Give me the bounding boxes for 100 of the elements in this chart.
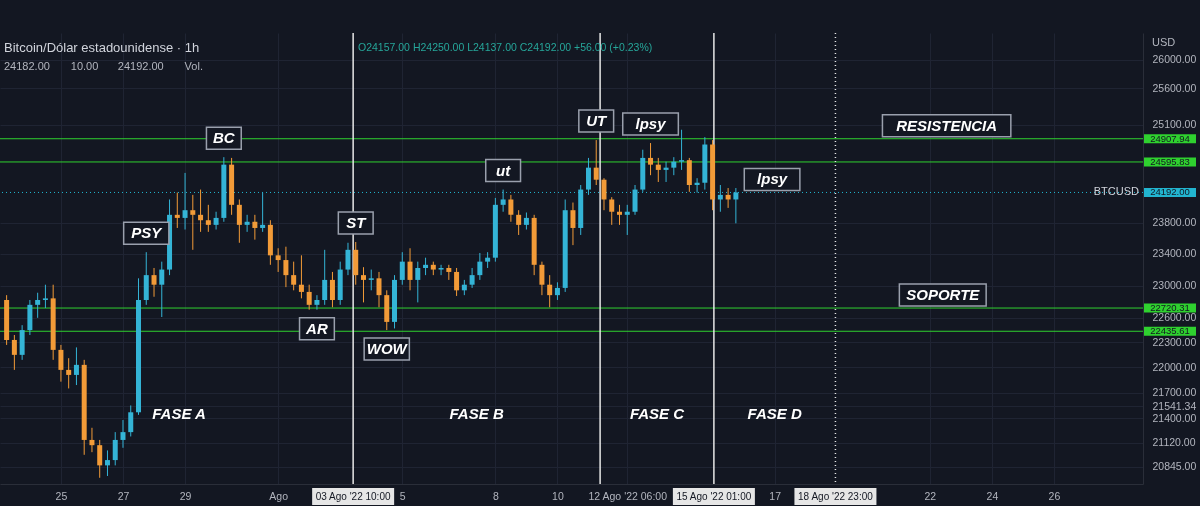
y-tick-label: 23400.00 [1152, 247, 1197, 260]
candlestick [679, 129, 685, 171]
candlestick [368, 269, 374, 291]
x-tick-label: 26 [1048, 489, 1061, 502]
annotation: ut [496, 161, 512, 179]
candlestick [35, 292, 41, 319]
ref-line-label: 22720.31 [1150, 302, 1190, 314]
y-tick-label: 22300.00 [1152, 335, 1197, 348]
candlestick [89, 427, 95, 453]
y-tick-label: 21120.00 [1152, 436, 1196, 449]
annotation: 24182.00 [4, 60, 50, 72]
y-tick-label: 21541.34 [1152, 399, 1197, 412]
annotation: 10.00 [70, 60, 99, 72]
candlestick [291, 261, 297, 291]
candlestick [58, 344, 64, 383]
candlestick [632, 184, 638, 216]
y-tick-label: 25100.00 [1152, 118, 1197, 131]
candlestick [508, 194, 514, 223]
candlestick [198, 189, 204, 233]
candlestick [236, 198, 242, 244]
annotation: UT [586, 112, 609, 130]
candlestick [624, 204, 630, 236]
candlestick [570, 202, 576, 246]
y-tick-label: 23000.00 [1152, 279, 1197, 292]
candlestick [617, 204, 622, 226]
candlestick [151, 267, 157, 298]
y-tick-label: 22000.00 [1152, 360, 1197, 373]
ref-line-label: 24595.83 [1150, 155, 1190, 167]
candlestick [376, 271, 382, 308]
candlestick [73, 346, 79, 386]
candlestick [438, 264, 444, 276]
candlestick [500, 189, 506, 213]
text: Bitcoin/Dólar estadounidense · 1h [4, 40, 200, 55]
candlestick [329, 271, 335, 308]
candlestick [104, 449, 110, 477]
y-tick-label: 25600.00 [1152, 81, 1197, 94]
x-tick-label: 22 [924, 489, 937, 502]
ref-line-label: 18 Ago '22 23:00 [798, 490, 874, 502]
x-tick-label: 25 [55, 489, 68, 502]
candlestick [648, 142, 654, 176]
ref-line-label: 03 Ago '22 10:00 [315, 490, 391, 502]
candlestick [609, 196, 615, 226]
annotation: AR [305, 319, 328, 337]
annotation: Vol. [184, 60, 203, 72]
candlestick [97, 439, 103, 479]
annotation: PSY [131, 224, 164, 242]
x-tick-label: 17 [769, 489, 782, 502]
annotation: FASE C [629, 405, 686, 422]
y-tick-label: 23800.00 [1152, 216, 1197, 229]
candlestick [120, 419, 126, 449]
annotation: BTCUSD [1093, 185, 1140, 198]
candlestick [190, 194, 196, 251]
candlestick [345, 242, 351, 276]
x-tick-label: 24 [986, 489, 999, 502]
annotation: WOW [366, 340, 409, 358]
candlestick [213, 211, 219, 231]
candlestick [399, 251, 405, 286]
candlestick [415, 261, 421, 303]
candlestick [298, 254, 304, 299]
candlestick [454, 267, 460, 297]
candlestick [205, 204, 211, 233]
candlestick [407, 247, 413, 291]
candlestick [66, 357, 72, 389]
x-tick-label: Ago [269, 489, 289, 502]
ref-line-label: 22435.61 [1150, 325, 1190, 337]
candlestick [469, 267, 475, 289]
candlestick [585, 157, 591, 196]
candlestick [733, 187, 739, 224]
annotation: SOPORTE [906, 286, 981, 304]
y-tick-label: 22600.00 [1152, 311, 1197, 324]
y-tick-label: 26000.00 [1152, 53, 1197, 66]
y-tick-label: 20845.00 [1152, 460, 1197, 473]
candlestick [663, 161, 669, 183]
annotation: ST [346, 213, 368, 231]
candlestick [42, 284, 48, 309]
candlestick [314, 294, 320, 311]
ref-line-label: 24192.00 [1150, 186, 1190, 198]
annotation: lpsy [635, 115, 667, 133]
candlestick [260, 192, 266, 233]
candlestick [306, 284, 312, 311]
annotation: 24192.00 [117, 60, 164, 72]
x-tick-label: 10 [552, 489, 564, 502]
candlestick [547, 274, 553, 308]
candlestick [539, 261, 545, 296]
candlestick [159, 261, 165, 318]
candlestick [477, 252, 483, 281]
annotation: FASE A [152, 405, 206, 422]
candlestick [283, 246, 289, 288]
candlestick [275, 247, 281, 273]
candlestick [174, 192, 180, 229]
candlestick [593, 139, 599, 186]
y-tick-label: 21400.00 [1152, 411, 1197, 424]
ref-line-label: 15 Ago '22 01:00 [676, 490, 752, 502]
x-tick-label: 5 [399, 489, 406, 502]
candlestick [516, 209, 522, 236]
candlestick [601, 177, 607, 211]
candlestick [11, 334, 17, 371]
candlestick [112, 431, 118, 466]
candlestick [182, 172, 188, 231]
candlestick [655, 157, 661, 183]
